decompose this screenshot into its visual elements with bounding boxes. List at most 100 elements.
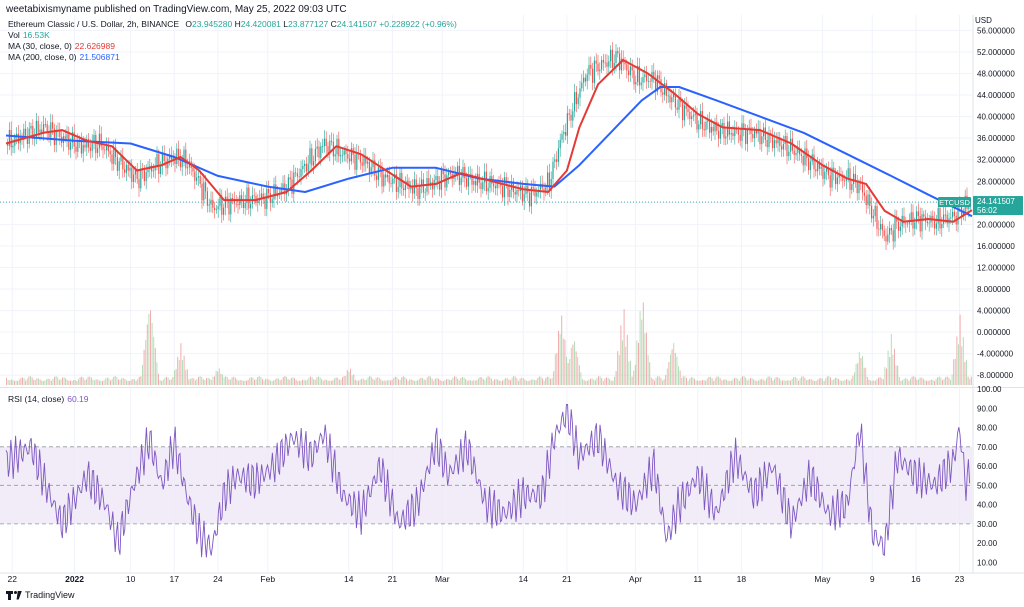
candle-body — [818, 163, 820, 169]
candle-body — [253, 195, 255, 197]
symbol-legend: Ethereum Classic / U.S. Dollar, 2h, BINA… — [8, 19, 457, 30]
candle-body — [125, 164, 127, 173]
price-tick-label: 56.000000 — [977, 26, 1015, 35]
volume-bar — [671, 349, 673, 385]
price-tick-label: 28.000000 — [977, 177, 1015, 186]
volume-bar — [823, 380, 825, 385]
volume-bar — [180, 343, 182, 385]
volume-bar — [494, 379, 495, 385]
volume-bar — [626, 335, 628, 385]
candle-body — [644, 74, 646, 78]
volume-bar — [386, 380, 388, 385]
volume-bar — [353, 374, 355, 385]
volume-bar — [492, 380, 494, 385]
candle-body — [710, 126, 712, 133]
candle-body — [257, 200, 259, 204]
volume-bar — [783, 380, 785, 385]
volume-bar — [262, 379, 263, 385]
volume-bar — [335, 377, 337, 385]
candle-body — [694, 113, 696, 116]
candle-body — [923, 214, 925, 217]
volume-bar — [551, 378, 553, 385]
candle-body — [584, 77, 586, 82]
candle-body — [590, 64, 592, 69]
volume-bar — [586, 380, 588, 385]
volume-bar — [569, 359, 571, 385]
candle-body — [52, 122, 54, 129]
volume-bar — [433, 380, 435, 385]
volume-bar — [780, 380, 782, 385]
candle-body — [658, 75, 660, 80]
candle-body — [561, 134, 563, 140]
volume-bar — [414, 380, 415, 385]
volume-bar — [486, 377, 487, 385]
volume-bar — [146, 324, 148, 385]
volume-bar — [78, 379, 79, 385]
volume-bar — [206, 378, 207, 385]
symbol-tag-label: ETCUSD — [939, 198, 970, 207]
volume-bar — [865, 367, 867, 385]
volume-bar — [670, 354, 671, 385]
volume-bar — [303, 379, 305, 385]
volume-bar — [145, 339, 147, 385]
candle-body — [482, 182, 484, 190]
volume-bar — [513, 376, 515, 385]
candle-body — [485, 171, 487, 192]
candle-body — [89, 147, 91, 151]
volume-bar — [326, 379, 327, 385]
volume-bar — [833, 379, 835, 385]
volume-bar — [81, 376, 83, 385]
volume-bar — [7, 379, 9, 385]
close-value: 24.141507 — [336, 19, 377, 29]
volume-bar — [882, 379, 884, 385]
volume-bar — [129, 380, 131, 385]
candle-body — [536, 192, 538, 197]
candle-body — [311, 148, 313, 166]
candle-body — [721, 123, 723, 127]
close-label: C — [330, 19, 337, 29]
candle-body — [91, 142, 93, 151]
volume-bar — [106, 377, 108, 385]
candle-body — [865, 195, 867, 206]
volume-bar — [84, 380, 86, 385]
candle-body — [696, 113, 698, 130]
candle-body — [903, 215, 905, 224]
candle-body — [370, 167, 372, 174]
volume-bar — [97, 379, 99, 385]
volume-bar — [298, 380, 300, 385]
volume-bar — [302, 379, 303, 385]
volume-bar — [881, 378, 883, 385]
volume-bar — [814, 380, 815, 385]
candle-body — [829, 175, 831, 188]
ma30-value: 22.626989 — [74, 41, 115, 51]
volume-bar — [322, 380, 324, 385]
candle-body — [217, 206, 219, 210]
volume-bar — [374, 380, 375, 385]
volume-bar — [54, 376, 55, 385]
volume-bar — [809, 378, 811, 385]
volume-bar — [52, 378, 54, 385]
volume-bar — [721, 380, 723, 385]
volume-bar — [22, 377, 23, 385]
price-tick-label: 44.000000 — [977, 91, 1015, 100]
volume-bar — [806, 380, 807, 385]
candle-body — [557, 148, 559, 162]
candle-body — [343, 150, 345, 156]
volume-bar — [465, 379, 467, 385]
volume-bar — [193, 378, 195, 385]
volume-bar — [695, 380, 697, 385]
volume-bar — [450, 379, 452, 385]
volume-bar — [921, 377, 923, 385]
volume-bar — [273, 380, 275, 385]
volume-bar — [817, 379, 819, 385]
volume-bar — [782, 380, 783, 385]
volume-bar — [913, 376, 915, 385]
candle-body — [50, 122, 52, 138]
candle-body — [260, 193, 262, 199]
volume-bar — [39, 379, 41, 385]
price-tick-label: -4.000000 — [977, 350, 1014, 359]
volume-bar — [305, 380, 307, 385]
candle-body — [431, 182, 433, 190]
candle-body — [831, 167, 833, 188]
candle-body — [835, 172, 837, 185]
